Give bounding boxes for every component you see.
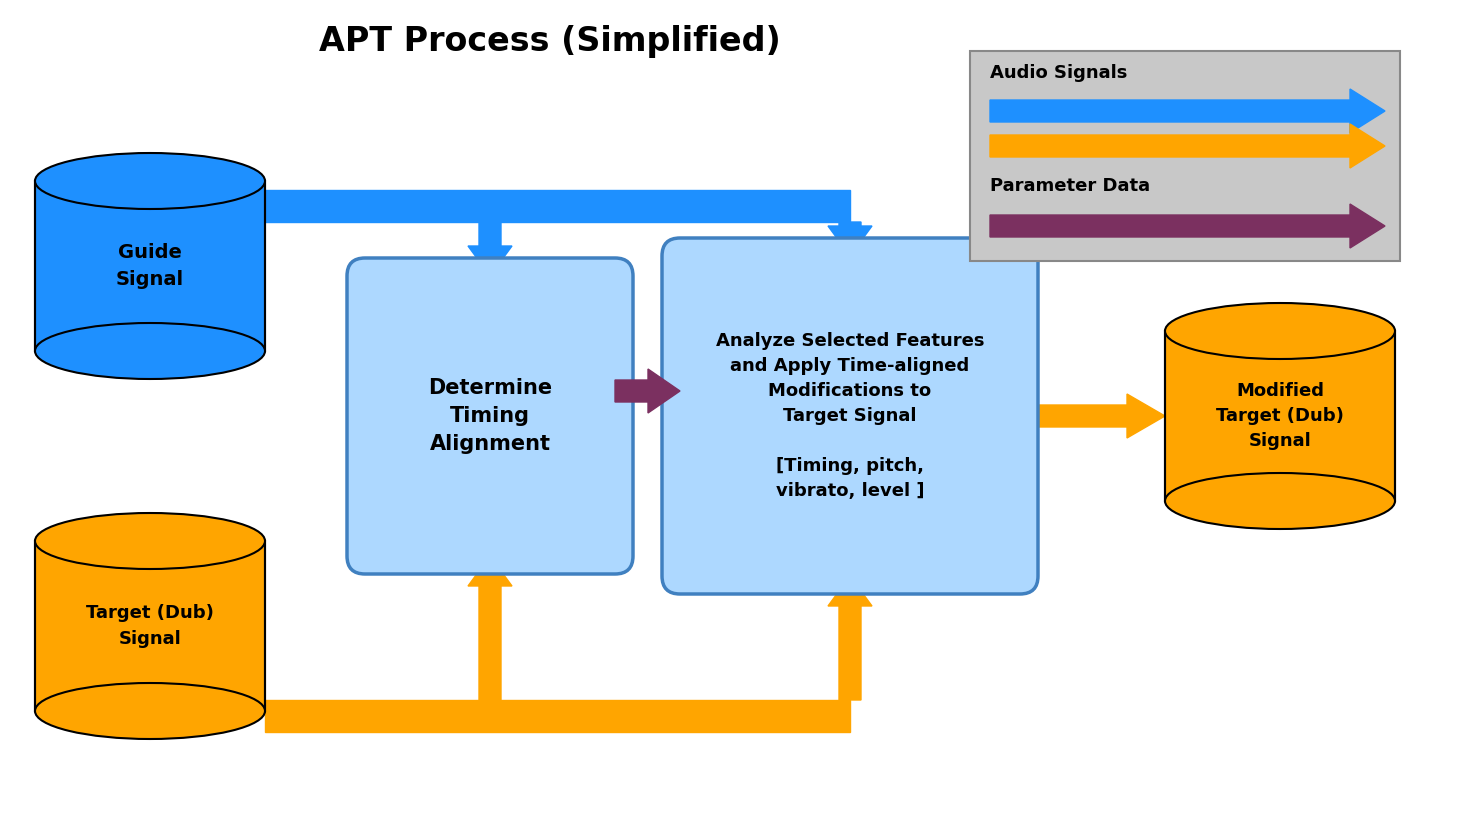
Polygon shape bbox=[828, 222, 872, 256]
Text: Determine
Timing
Alignment: Determine Timing Alignment bbox=[428, 378, 553, 454]
Text: Audio Signals: Audio Signals bbox=[989, 64, 1127, 82]
Polygon shape bbox=[989, 89, 1385, 133]
Polygon shape bbox=[989, 204, 1385, 248]
Text: Parameter Data: Parameter Data bbox=[989, 177, 1150, 195]
FancyBboxPatch shape bbox=[662, 238, 1038, 594]
FancyBboxPatch shape bbox=[1166, 331, 1395, 501]
Polygon shape bbox=[828, 576, 872, 700]
Text: Guide
Signal: Guide Signal bbox=[116, 243, 184, 289]
Polygon shape bbox=[467, 556, 512, 700]
Polygon shape bbox=[467, 222, 512, 276]
FancyBboxPatch shape bbox=[35, 181, 265, 351]
Polygon shape bbox=[1020, 394, 1166, 438]
Text: APT Process (Simplified): APT Process (Simplified) bbox=[319, 24, 781, 57]
Ellipse shape bbox=[35, 513, 265, 569]
Ellipse shape bbox=[35, 683, 265, 739]
Ellipse shape bbox=[35, 153, 265, 209]
Ellipse shape bbox=[1166, 303, 1395, 359]
FancyBboxPatch shape bbox=[265, 700, 850, 732]
FancyBboxPatch shape bbox=[35, 541, 265, 711]
Text: Analyze Selected Features
and Apply Time-aligned
Modifications to
Target Signal
: Analyze Selected Features and Apply Time… bbox=[716, 332, 985, 500]
Polygon shape bbox=[614, 369, 681, 413]
Ellipse shape bbox=[1166, 473, 1395, 529]
Text: Modified
Target (Dub)
Signal: Modified Target (Dub) Signal bbox=[1216, 382, 1344, 450]
FancyBboxPatch shape bbox=[347, 258, 634, 574]
Text: Target (Dub)
Signal: Target (Dub) Signal bbox=[87, 605, 215, 648]
Polygon shape bbox=[989, 124, 1385, 168]
FancyBboxPatch shape bbox=[265, 190, 850, 222]
FancyBboxPatch shape bbox=[970, 51, 1399, 261]
Ellipse shape bbox=[35, 323, 265, 379]
